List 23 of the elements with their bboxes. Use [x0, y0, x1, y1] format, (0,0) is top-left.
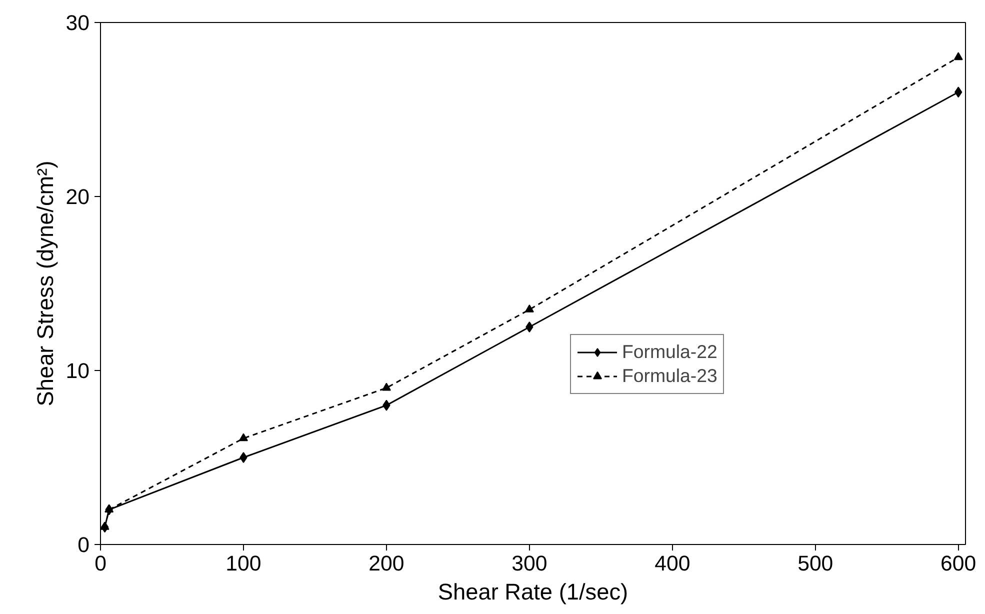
- y-tick-label: 20: [66, 185, 90, 209]
- legend-label: Formula-22: [622, 341, 718, 363]
- point: [240, 452, 248, 463]
- x-axis-title: Shear Rate (1/sec): [438, 578, 628, 604]
- point: [526, 322, 534, 332]
- y-tick-label: 10: [66, 359, 90, 383]
- x-tick-label: 300: [512, 552, 548, 576]
- x-tick-label: 100: [226, 552, 262, 576]
- point: [238, 433, 248, 442]
- x-tick-label: 400: [654, 552, 690, 576]
- x-tick-label: 600: [940, 552, 976, 576]
- y-tick-label: 0: [78, 533, 90, 557]
- point: [104, 504, 114, 513]
- x-tick-label: 0: [94, 552, 107, 576]
- x-tick-label: 200: [368, 552, 404, 576]
- y-tick-label: 30: [66, 11, 90, 35]
- legend-label: Formula-23: [622, 365, 718, 387]
- y-axis-title: Shear Stress (dyne/cm²): [32, 160, 58, 406]
- point: [524, 304, 534, 312]
- x-tick-label: 500: [798, 552, 834, 576]
- point: [382, 382, 391, 391]
- point: [954, 52, 963, 60]
- point: [100, 522, 110, 530]
